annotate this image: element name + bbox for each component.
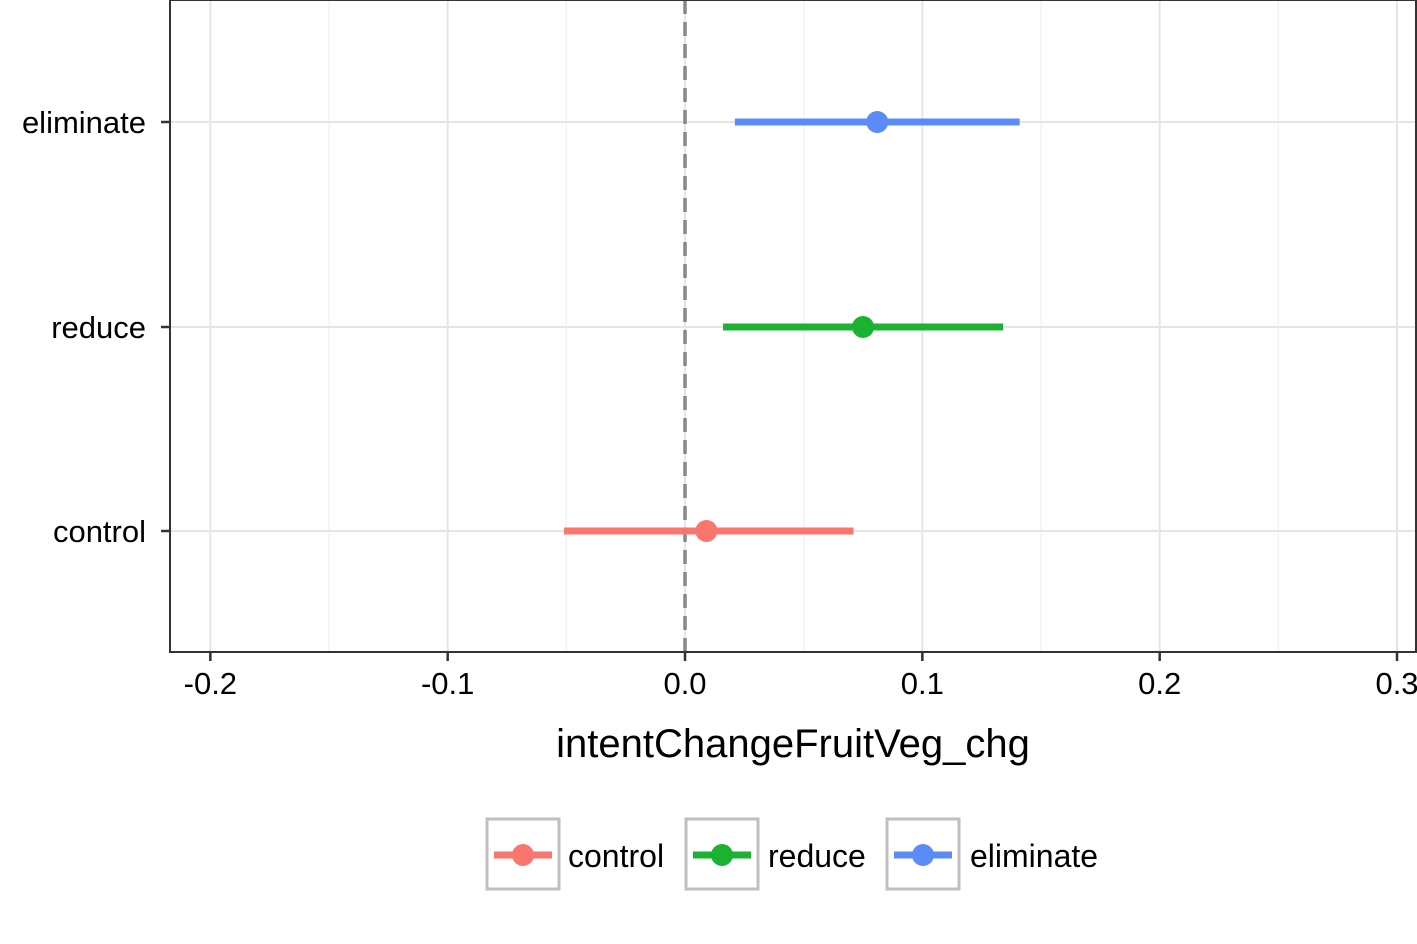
x-tick-label: 0.2 — [1138, 666, 1181, 701]
interval-group — [563, 111, 1020, 542]
y-tick-label: reduce — [51, 310, 146, 345]
y-tick-label: control — [53, 514, 146, 549]
legend-key-point — [711, 844, 733, 866]
legend-label: eliminate — [970, 838, 1098, 874]
point-control — [695, 520, 718, 542]
legend-key-point — [512, 844, 534, 866]
y-tick-label: eliminate — [22, 105, 146, 140]
point-reduce — [852, 316, 875, 338]
legend-label: reduce — [768, 838, 866, 874]
x-axis: -0.2 -0.1 0.0 0.1 0.2 0.3 — [184, 652, 1417, 701]
legend-label: control — [568, 838, 664, 874]
y-axis: eliminate reduce control — [22, 105, 170, 549]
x-tick-label: 0.0 — [663, 666, 706, 701]
x-tick-label: 0.1 — [901, 666, 944, 701]
x-tick-label: 0.3 — [1375, 666, 1417, 701]
point-eliminate — [866, 111, 889, 133]
x-tick-label: -0.1 — [421, 666, 474, 701]
legend: control reduce eliminate — [485, 817, 1098, 891]
legend-key-point — [912, 844, 934, 866]
x-tick-label: -0.2 — [184, 666, 237, 701]
x-axis-title: intentChangeFruitVeg_chg — [556, 722, 1030, 766]
